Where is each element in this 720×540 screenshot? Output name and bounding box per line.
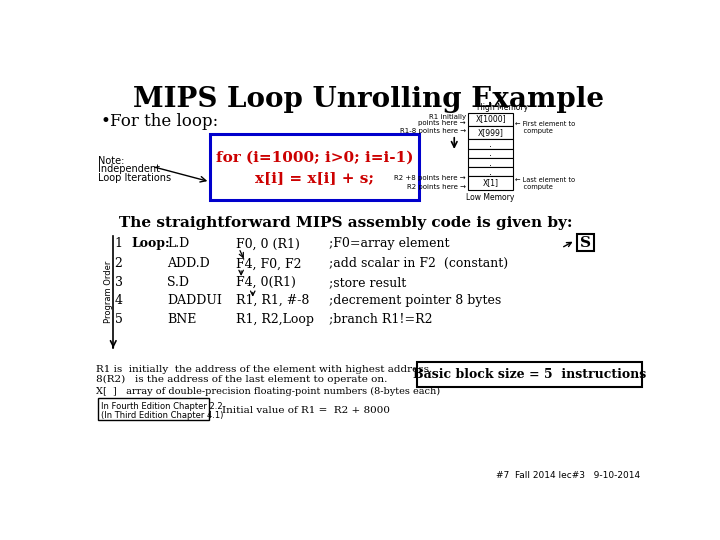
Text: F4, 0(R1): F4, 0(R1) <box>235 276 296 289</box>
Bar <box>468 139 513 148</box>
Text: R1, R1, #-8: R1, R1, #-8 <box>235 294 309 307</box>
Text: In Fourth Edition Chapter 2.2: In Fourth Edition Chapter 2.2 <box>101 402 222 411</box>
Text: X[1000]: X[1000] <box>475 114 506 124</box>
Text: DADDUI: DADDUI <box>168 294 222 307</box>
Text: F0, 0 (R1): F0, 0 (R1) <box>235 237 300 250</box>
Text: ;decrement pointer 8 bytes: ;decrement pointer 8 bytes <box>329 294 501 307</box>
Text: X[999]: X[999] <box>478 127 503 137</box>
Text: (In Third Edition Chapter 4.1): (In Third Edition Chapter 4.1) <box>101 411 223 420</box>
Text: for (i=1000; i>0; i=i-1): for (i=1000; i>0; i=i-1) <box>216 151 413 165</box>
Bar <box>468 148 513 158</box>
Text: Basic block size = 5  instructions: Basic block size = 5 instructions <box>413 368 646 381</box>
Bar <box>468 126 513 139</box>
Bar <box>468 167 513 177</box>
Text: .: . <box>489 158 492 167</box>
Text: ;F0=array element: ;F0=array element <box>329 237 449 250</box>
Text: 5: 5 <box>114 313 122 326</box>
Text: R2 +8 points here →: R2 +8 points here → <box>395 175 466 181</box>
Text: points here →: points here → <box>418 120 466 126</box>
Text: R2 points here →: R2 points here → <box>407 184 466 190</box>
Text: L.D: L.D <box>168 237 190 250</box>
Text: .: . <box>489 148 492 158</box>
Text: Independent: Independent <box>98 164 160 174</box>
Text: #7  Fall 2014 lec#3   9-10-2014: #7 Fall 2014 lec#3 9-10-2014 <box>496 470 640 480</box>
Text: R1 initially: R1 initially <box>428 114 466 120</box>
Text: x[i] = x[i] + s;: x[i] = x[i] + s; <box>256 171 374 185</box>
Text: BNE: BNE <box>168 313 197 326</box>
Text: S.D: S.D <box>168 276 189 289</box>
Text: MIPS Loop Unrolling Example: MIPS Loop Unrolling Example <box>133 86 605 113</box>
Text: Low Memory: Low Memory <box>467 193 515 201</box>
Text: X[  ]   array of double-precision floating-point numbers (8-bytes each): X[ ] array of double-precision floating-… <box>96 387 441 396</box>
Text: ADD.D: ADD.D <box>168 257 210 271</box>
Text: .: . <box>489 139 492 149</box>
Text: ;store result: ;store result <box>329 276 406 289</box>
Text: Program Order: Program Order <box>104 261 113 323</box>
Text: F4, F0, F2: F4, F0, F2 <box>235 257 301 271</box>
Bar <box>577 234 594 251</box>
Bar <box>468 158 513 167</box>
Text: .: . <box>489 167 492 177</box>
Text: ;add scalar in F2  (constant): ;add scalar in F2 (constant) <box>329 257 508 271</box>
Bar <box>210 134 419 200</box>
Text: 4: 4 <box>114 294 122 307</box>
Text: ← Last element to
    compute: ← Last element to compute <box>515 177 575 190</box>
Text: The straightforward MIPS assembly code is given by:: The straightforward MIPS assembly code i… <box>119 215 572 230</box>
Bar <box>468 113 513 126</box>
Text: High Memory: High Memory <box>477 103 528 112</box>
Text: Initial value of R1 =  R2 + 8000: Initial value of R1 = R2 + 8000 <box>222 406 390 415</box>
Text: X[1]: X[1] <box>482 178 499 187</box>
Text: R1-8 points here →: R1-8 points here → <box>400 128 466 134</box>
Text: 2: 2 <box>114 257 122 271</box>
Text: 3: 3 <box>114 276 122 289</box>
Text: R1 is  initially  the address of the element with highest address.: R1 is initially the address of the eleme… <box>96 365 433 374</box>
Bar <box>417 362 642 387</box>
Text: Loop:: Loop: <box>131 237 170 250</box>
Text: 1: 1 <box>114 237 122 250</box>
Text: 8(R2)   is the address of the last element to operate on.: 8(R2) is the address of the last element… <box>96 375 387 384</box>
Text: ← First element to
    compute: ← First element to compute <box>515 121 575 134</box>
Text: S: S <box>580 235 590 249</box>
Text: R1, R2,Loop: R1, R2,Loop <box>235 313 314 326</box>
Bar <box>468 177 513 190</box>
Text: For the loop:: For the loop: <box>110 112 218 130</box>
Text: Loop Iterations: Loop Iterations <box>98 173 171 183</box>
Text: Note:: Note: <box>98 156 124 166</box>
Text: •: • <box>101 112 111 130</box>
Bar <box>98 398 209 420</box>
Text: ;branch R1!=R2: ;branch R1!=R2 <box>329 313 432 326</box>
